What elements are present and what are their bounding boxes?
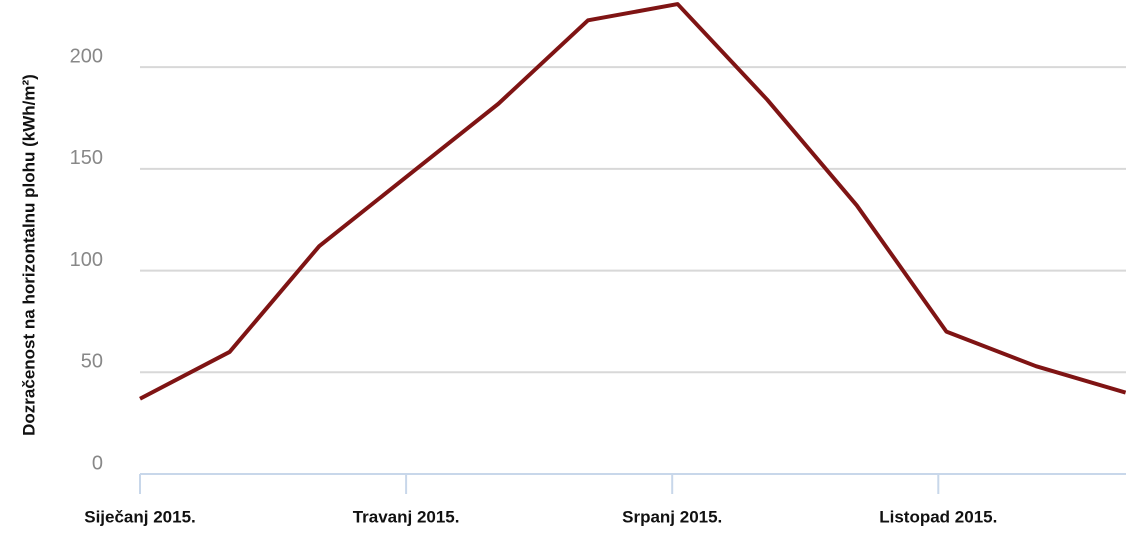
y-tick-label: 0 [92, 452, 103, 474]
y-tick-label: 150 [70, 147, 103, 169]
x-tick-label: Travanj 2015. [353, 507, 460, 526]
x-tick-label: Srpanj 2015. [622, 507, 722, 526]
x-tick-label: Listopad 2015. [879, 507, 997, 526]
y-axis-title: Dozračenost na horizontalnu plohu (kWh/m… [19, 74, 38, 436]
y-tick-label: 50 [81, 351, 103, 373]
y-tick-label: 100 [70, 249, 103, 271]
data-line [139, 2, 1126, 401]
x-tick-label: Siječanj 2015. [84, 507, 196, 526]
y-tick-label: 200 [70, 45, 103, 67]
